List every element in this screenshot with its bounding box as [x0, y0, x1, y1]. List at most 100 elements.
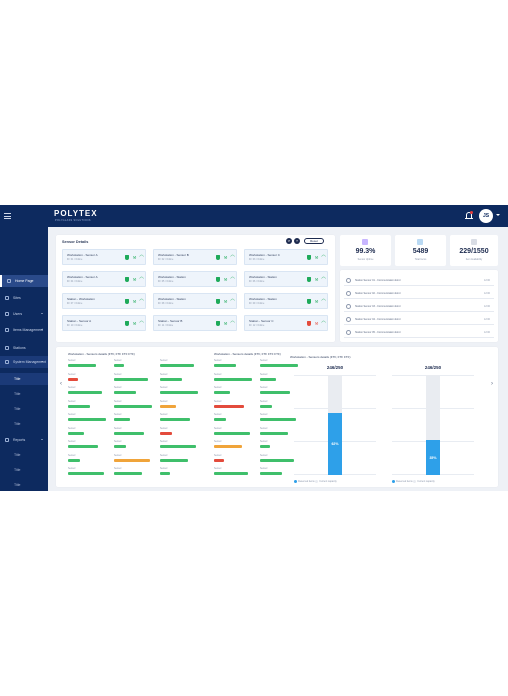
sidebar-item[interactable]: Users	[0, 308, 48, 320]
shield-icon	[216, 255, 221, 260]
event-row[interactable]: Station Sensor 02 - Communication Error 1…	[344, 289, 494, 299]
sensor-subtitle: ID: 03 / Online	[249, 258, 265, 261]
event-row[interactable]: Station Sensor 05 - Communication Error 1…	[344, 328, 494, 338]
sidebar-subitem[interactable]: Title	[0, 373, 48, 385]
sidebar-subitem[interactable]: Title	[14, 407, 21, 411]
shield-shape	[125, 255, 129, 260]
chevron-right-icon[interactable]: ›	[491, 381, 493, 387]
wifi-icon: ◠	[321, 276, 326, 282]
sensor-card[interactable]: Station - Sensor C ID: 12 / Online ⚒ ◠	[244, 315, 328, 331]
shield-icon	[125, 321, 130, 326]
event-time: 12:00	[484, 292, 490, 295]
wifi-icon: ◠	[230, 276, 235, 282]
capacity-chart: Workstation - Sensors details (FTF, FTF …	[290, 355, 380, 485]
kpi-value: 5489	[412, 248, 429, 255]
meter-bar	[260, 445, 270, 448]
sidebar-item[interactable]: System Management	[0, 356, 48, 368]
legend-swatch	[315, 479, 319, 483]
sidebar-item[interactable]: Stations	[0, 342, 48, 354]
sensor-meter: Sensor	[214, 413, 254, 426]
sidebar-subitem[interactable]: Title	[14, 468, 21, 472]
menu-icon[interactable]	[4, 213, 11, 219]
sensor-meter: Sensor	[260, 359, 300, 372]
reset-button[interactable]: Reset	[304, 238, 324, 244]
wifi-icon: ◠	[230, 298, 235, 304]
sensor-card[interactable]: Workstation - Sensor A ID: 04 / Online ⚒ ◠	[62, 271, 146, 287]
sidebar-subitem[interactable]: Title	[14, 483, 21, 487]
meter-label: Sensor	[68, 440, 76, 443]
sensor-meter: Sensor	[214, 454, 254, 467]
sensor-name: Workstation - Station	[249, 297, 277, 301]
nav-icon	[7, 279, 11, 283]
sidebar-item[interactable]: Reports	[0, 434, 48, 446]
meter-bar	[114, 391, 136, 394]
sidebar-subitem[interactable]: Title	[14, 453, 21, 457]
sensor-card[interactable]: Workstation - Sensor A ID: 01 / Online ⚒ ◠	[62, 249, 146, 265]
meter-label: Sensor	[260, 426, 268, 430]
event-row[interactable]: Station Sensor 01 - Communication Error 1…	[344, 276, 494, 286]
meter-bar	[214, 404, 244, 408]
sensor-card[interactable]: Station - Sensor B ID: 11 / Online ⚒ ◠	[153, 315, 237, 331]
sensor-meter: Sensor	[214, 467, 254, 480]
events-panel: Station Sensor 01 - Communication Error 1…	[340, 270, 498, 342]
meter-bar	[160, 458, 188, 462]
sidebar-item[interactable]: Home Page	[0, 275, 48, 287]
shield-shape	[125, 277, 129, 282]
sensor-card[interactable]: Workstation - Station ID: 05 / Online ⚒ ◠	[153, 271, 237, 287]
sensor-card[interactable]: Workstation - Station ID: 06 / Online ⚒ ◠	[244, 271, 328, 287]
sensor-meter: Sensor	[114, 454, 154, 467]
meter-label: Sensor	[68, 453, 76, 457]
meter-label: Sensor	[114, 372, 122, 376]
event-text: Station Sensor 05 - Communication Error	[355, 331, 401, 334]
event-time: 12:00	[484, 331, 490, 334]
sidebar-subitem[interactable]: Title	[14, 392, 21, 396]
meter-label: Sensor	[160, 426, 168, 430]
event-row[interactable]: Station Sensor 03 - Communication Error 1…	[344, 302, 494, 312]
refresh-icon[interactable]: ⟳	[286, 238, 292, 244]
chevron-left-icon[interactable]: ‹	[60, 381, 62, 387]
alert-icon	[346, 317, 351, 322]
meter-label: Sensor	[160, 413, 168, 416]
sensor-card[interactable]: Workstation - Sensor B ID: 02 / Online ⚒ ◠	[153, 249, 237, 265]
meter-label: Sensor	[260, 359, 268, 362]
user-avatar[interactable]: JS	[479, 209, 493, 223]
sidebar-item[interactable]: Sites	[0, 292, 48, 304]
wrench-icon: ⚒	[132, 277, 137, 282]
shield-icon	[216, 299, 221, 304]
meter-bar	[214, 377, 252, 381]
shield-icon	[307, 255, 312, 260]
chevron-down-icon[interactable]	[496, 214, 500, 216]
sensor-card[interactable]: Workstation - Station ID: 08 / Online ⚒ ◠	[153, 293, 237, 309]
sensor-card[interactable]: Workstation - Sensor C ID: 03 / Online ⚒ ◠	[244, 249, 328, 265]
meter-bar	[68, 445, 98, 448]
meter-label: Sensor	[160, 386, 168, 389]
meter-label: Sensor	[214, 440, 222, 443]
shield-shape	[307, 299, 311, 304]
sensor-card[interactable]: Workstation - Station ID: 09 / Online ⚒ ◠	[244, 293, 328, 309]
meter-bar	[68, 377, 78, 381]
event-row[interactable]: Station Sensor 04 - Communication Error 1…	[344, 315, 494, 325]
sensor-card[interactable]: Station - Workstation ID: 07 / Online ⚒ ◠	[62, 293, 146, 309]
sensor-meter: Sensor	[214, 400, 254, 413]
meter-label: Sensor	[260, 399, 268, 403]
notification-bell-icon[interactable]	[465, 211, 473, 220]
sensor-meter: Sensor	[68, 413, 108, 426]
capacity-percent: 35%	[429, 455, 437, 460]
meter-label: Sensor	[114, 386, 122, 389]
app-tagline: POLYGLASS SOLUTIONS	[55, 219, 91, 222]
sensor-subtitle: ID: 07 / Online	[67, 302, 83, 305]
top-bar: POLYTEX POLYGLASS SOLUTIONS JS	[0, 205, 508, 227]
sensor-card[interactable]: Station - Sensor A ID: 10 / Online ⚒ ◠	[62, 315, 146, 331]
sensor-meter: Sensor	[114, 386, 154, 399]
sidebar-subitem[interactable]: Title	[14, 422, 21, 426]
help-icon[interactable]: ?	[294, 238, 300, 244]
meter-label: Sensor	[160, 372, 168, 376]
meter-bar	[260, 458, 294, 462]
meter-label: Sensor	[260, 467, 268, 470]
shield-shape	[216, 277, 220, 282]
nav-icon	[5, 360, 9, 364]
shield-icon	[216, 277, 221, 282]
meter-label: Sensor	[114, 413, 122, 416]
sidebar-item[interactable]: Items Management	[0, 324, 48, 336]
meter-bar	[260, 431, 288, 435]
